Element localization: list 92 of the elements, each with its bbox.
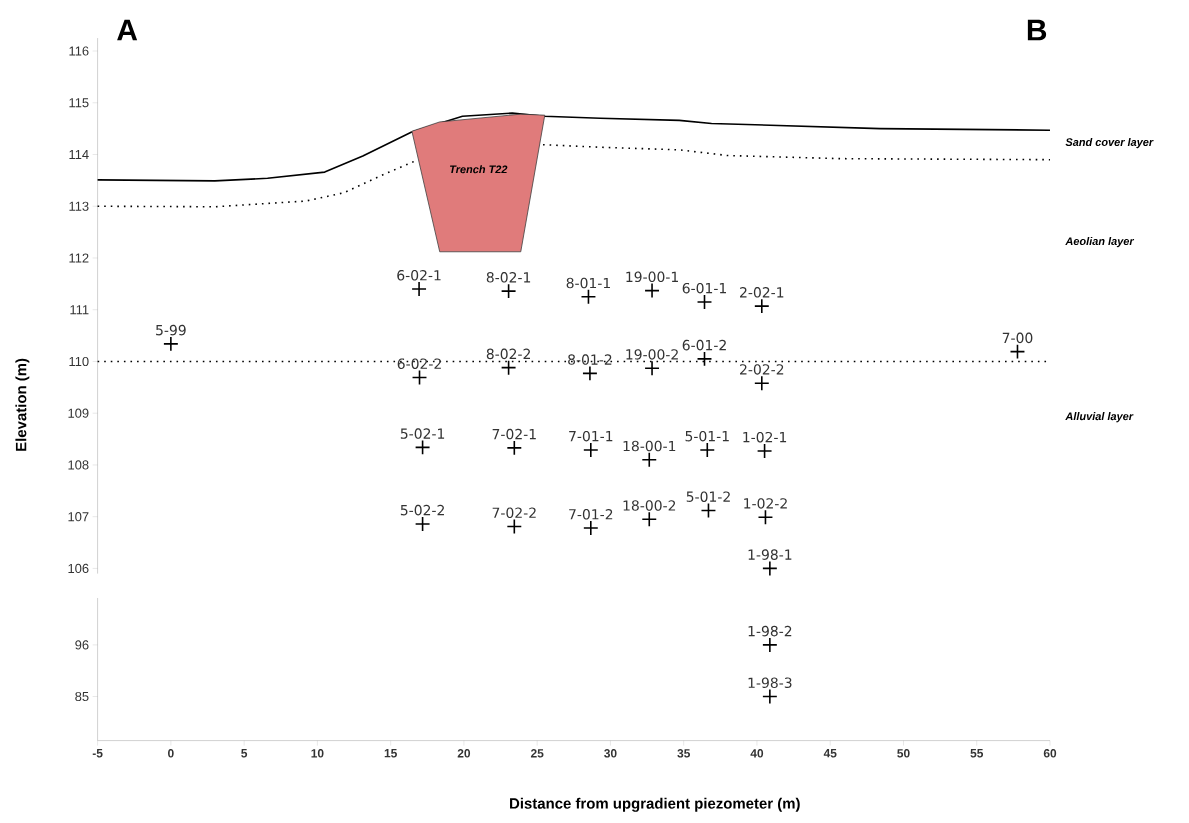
annotation: 1-02-2 [744,498,787,509]
annotation: 6-01-1 [682,282,726,294]
y-tick-label: 113 [69,201,89,211]
annotation: 2-02-1 [740,287,784,298]
point [696,351,713,367]
annotation: 1-98-2 [748,625,792,637]
y-tick-label: 114 [69,150,89,159]
annotation: 6-02-2 [397,358,441,370]
annotation: 8-02-1 [486,272,531,283]
point [644,360,660,376]
point [506,518,523,535]
text: Alluvial layer [1065,412,1134,423]
point [414,439,431,456]
point [583,442,599,458]
y-tick-label: 109 [68,408,89,418]
y-tick-label: 110 [69,356,89,367]
x-tick-label: 45 [823,749,837,758]
y-tick-label: 112 [69,253,89,263]
point [411,369,428,386]
x-tick-label: -5 [92,749,103,758]
x-tick-label: 50 [897,749,910,758]
annotation: 7-00 [1002,332,1033,344]
x-axis-title: Distance from upgradient piezometer (m) [510,797,800,812]
annotation: 5-01-1 [685,430,729,442]
y-tick-label: 108 [68,460,89,470]
annotation: 18-00-1 [623,440,676,452]
point [500,359,517,376]
x-tick-label: 5 [241,749,248,758]
annotation: 5-99 [156,324,186,336]
point [580,289,597,305]
point [582,365,598,382]
annotation: 6-02-1 [397,269,441,281]
annotation: A [117,19,138,41]
x-tick-label: 15 [384,749,397,758]
y-tick-label: 85 [75,691,89,702]
point [644,282,660,299]
annotation: 8-02-2 [486,348,530,360]
y-tick-label: 107 [68,512,89,522]
point [583,520,599,536]
y-tick-label: 111 [70,305,89,315]
point [641,511,658,528]
annotation: 7-01-1 [569,430,613,442]
y-axis-title: Elevation (m) [15,358,30,451]
point [696,294,713,310]
annotation: 1-98-1 [748,549,792,560]
point [754,298,770,314]
x-tick-label: 30 [604,749,617,758]
annotation: 5-01-2 [686,491,730,502]
point [641,452,658,468]
annotation: 7-01-2 [569,509,613,520]
annotation: 6-01-2 [682,339,726,351]
annotation: 5-02-2 [400,504,444,516]
point [411,281,427,297]
annotation: 2-02-2 [740,364,784,375]
x-tick-label: 0 [168,749,174,758]
point [757,509,774,525]
y-tick-label: 116 [69,46,89,56]
annotation: 1-02-1 [743,431,787,443]
point [500,283,517,299]
y-tick-label: 106 [68,563,89,574]
annotation: 1-98-3 [748,677,792,689]
text: Sand cover layer [1065,137,1154,149]
annotation: 8-01-2 [568,354,612,365]
y-tick-label: 115 [69,98,89,108]
annotation: 5-02-1 [400,428,445,439]
annotation: 18-00-2 [623,500,676,511]
point [754,375,770,391]
point [506,440,523,456]
point [414,516,431,532]
text: Aeolian layer [1065,237,1135,248]
annotation: 7-02-2 [492,507,536,519]
y-tick-label: 96 [75,640,89,650]
point [762,560,778,577]
point [699,442,716,458]
x-tick-label: 20 [457,749,471,758]
annotation: 8-01-1 [566,277,610,289]
x-tick-label: 35 [677,749,691,758]
point [163,336,179,352]
x-tick-label: 60 [1043,749,1057,758]
annotation: B [1027,19,1047,41]
x-tick-label: 55 [970,749,984,758]
x-tick-label: 25 [530,749,544,758]
point [700,502,717,519]
x-tick-label: 40 [750,749,764,758]
series-label: Trench T22 [449,165,508,174]
annotation: 7-02-1 [492,428,536,440]
point [756,443,773,459]
annotation: 19-00-1 [626,271,678,283]
annotation: 19-00-2 [626,349,678,360]
point [1009,343,1026,360]
x-tick-label: 10 [311,749,324,758]
line-series [96,112,1051,182]
